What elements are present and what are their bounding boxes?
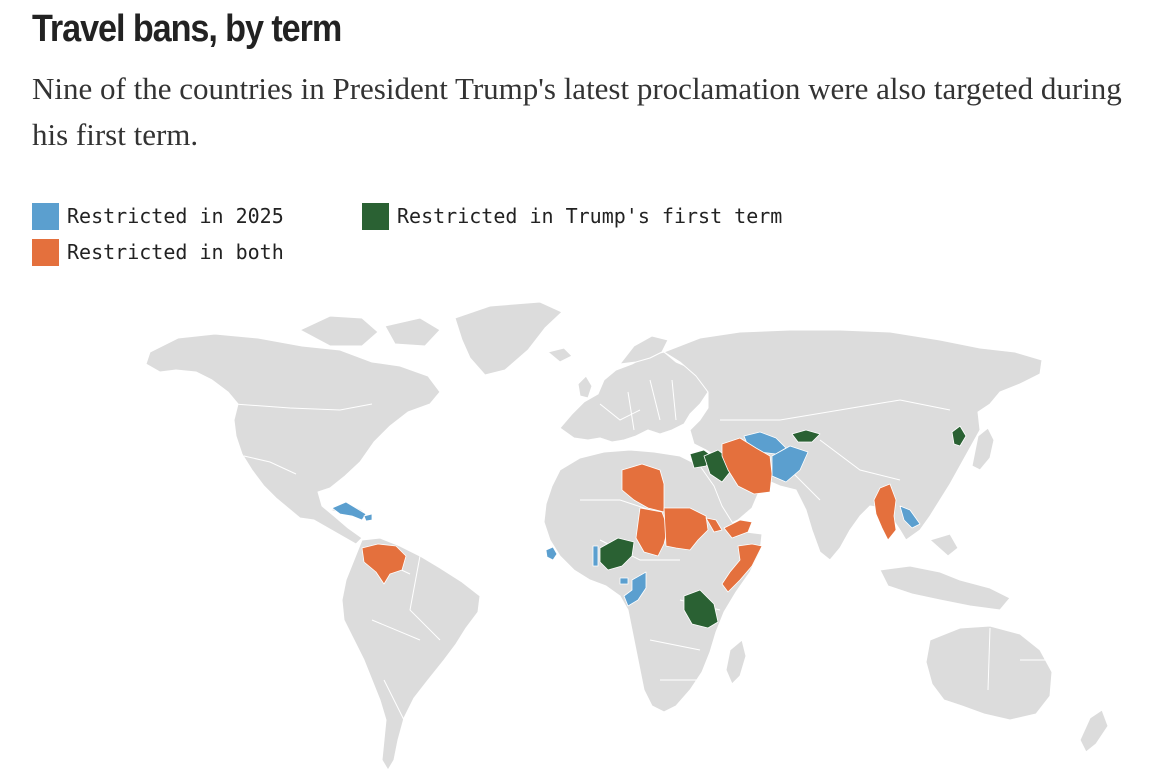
country-togo [592,545,599,567]
country-venezuela [361,543,407,585]
border-us-canada [233,403,373,411]
chart-subtitle: Nine of the countries in President Trump… [32,71,1122,152]
country-laos [899,505,921,529]
country-iran [721,437,773,495]
world-map [145,301,1109,771]
countries-restricted-first-term [599,425,967,629]
legend-item-restricted-2025: Restricted in 2025 [32,202,284,230]
land-southeast-asia-islands [879,533,1011,611]
country-chad [635,507,669,557]
legend-item-restricted-first-term: Restricted in Trump's first term [362,202,782,230]
chart-title: Travel bans, by term [32,8,342,50]
country-north-korea [951,425,967,447]
legend-label-restricted-2025: Restricted in 2025 [67,204,284,228]
country-sierra-leone [545,546,558,561]
country-nigeria [599,537,635,571]
country-tanzania [683,589,719,629]
border-us-mexico [243,455,297,475]
legend-swatch-restricted-2025 [32,202,59,230]
country-myanmar [873,483,897,541]
land-iceland [547,347,573,363]
country-haiti [363,513,373,522]
country-yemen [723,519,753,539]
legend-swatch-restricted-both [32,238,59,266]
land-masses [145,301,1109,771]
country-eritrea [705,517,723,533]
land-new-zealand [1079,709,1109,753]
land-africa [543,449,763,713]
borders-asia [720,399,951,501]
borders-australia [987,627,1050,691]
countries-restricted-both [361,437,897,593]
land-greenland [454,301,563,376]
legend-item-restricted-both: Restricted in both [32,238,284,266]
country-sudan [663,507,709,551]
land-canada-arctic-islands [299,315,441,347]
country-republic-of-the-congo [623,571,647,607]
country-equatorial-guinea [619,577,629,585]
legend-label-restricted-both: Restricted in both [67,240,284,264]
borders-europe [599,379,677,431]
country-cuba [331,501,367,521]
land-north-america [145,333,441,545]
land-europe [559,351,709,443]
land-uk [577,375,593,399]
legend-label-restricted-first-term: Restricted in Trump's first term [397,204,783,228]
legend-swatch-restricted-first-term [362,202,389,230]
land-south-america [341,537,481,771]
country-kyrgyzstan [791,429,821,443]
country-somalia [721,543,763,593]
land-scandinavia [619,335,669,365]
land-japan [971,427,995,471]
land-madagascar [725,639,747,685]
